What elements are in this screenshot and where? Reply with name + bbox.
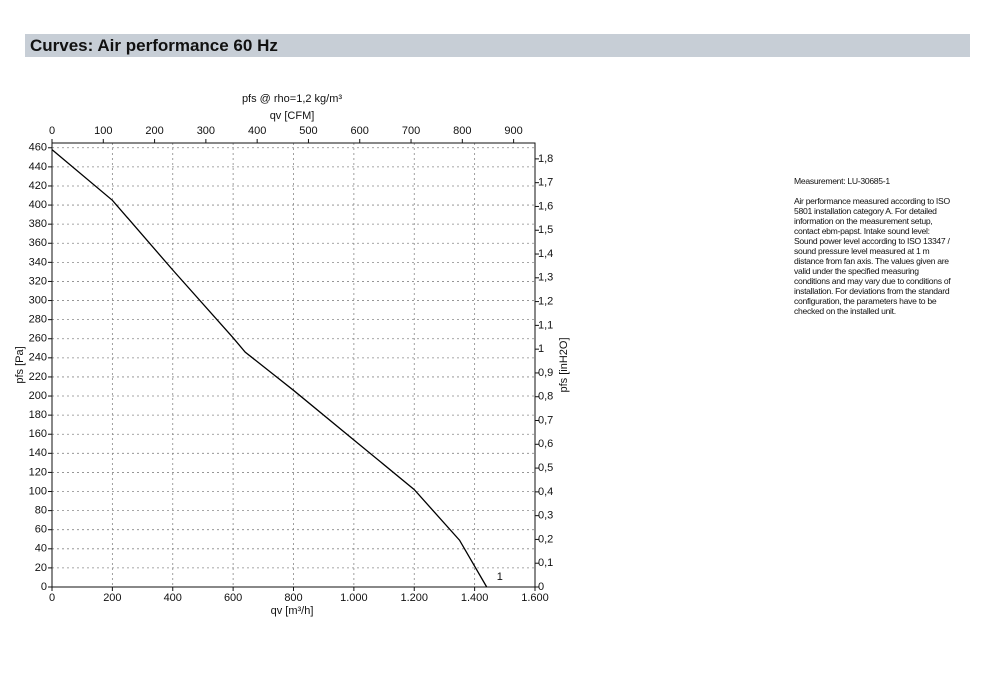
x2-tick-label: 300 [197,125,215,137]
y2-tick-label: 1,1 [538,319,553,331]
note-line: Measurement: LU-30685-1 [794,176,890,186]
x2-tick-label: 500 [299,125,317,137]
y-tick-label: 120 [29,466,47,478]
y2-tick-label: 0,1 [538,557,553,569]
y2-tick-label: 1,4 [538,248,553,260]
note-line: Air performance measured according to IS… [794,196,950,206]
note-line: distance from fan axis. The values given… [794,256,949,266]
y2-tick-label: 1,3 [538,272,553,284]
y-tick-label: 200 [29,390,47,402]
y2-tick-label: 1,6 [538,200,553,212]
plot-frame [51,142,536,588]
x-axis-label: qv [m³/h] [271,605,314,617]
x2-tick-label: 0 [49,125,55,137]
y-axis-label: pfs [Pa] [14,346,26,383]
x2-tick-label: 400 [248,125,266,137]
y-tick-label: 380 [29,218,47,230]
page-title: Curves: Air performance 60 Hz [30,36,278,55]
y-tick-label: 220 [29,371,47,383]
y2-tick-label: 1,2 [538,295,553,307]
x-tick-label: 1.200 [400,592,428,604]
x-tick-label: 1.000 [340,592,368,604]
y-tick-label: 300 [29,294,47,306]
y2-tick-label: 0,6 [538,438,553,450]
note-line: contact ebm-papst. Intake sound level: [794,226,930,236]
y2-tick-label: 0,9 [538,367,553,379]
y-tick-label: 360 [29,237,47,249]
x2-axis-label: qv [CFM] [270,110,315,122]
y-tick-label: 0 [41,581,47,593]
x2-tick-label: 800 [453,125,471,137]
y2-tick-label: 1,7 [538,177,553,189]
note-line: Sound power level according to ISO 13347… [794,236,950,246]
y2-tick-label: 0,5 [538,462,553,474]
y2-tick-label: 0,8 [538,391,553,403]
note-line: conditions and may vary due to condition… [794,276,951,286]
y-tick-label: 80 [35,505,47,517]
title-bar: Curves: Air performance 60 Hz [25,34,970,57]
note-line: information on the measurement setup, [794,216,933,226]
note-line: sound pressure level measured at 1 m [794,246,930,256]
x-tick-label: 600 [224,592,242,604]
y2-tick-label: 0,7 [538,414,553,426]
x-tick-label: 400 [164,592,182,604]
y-tick-label: 240 [29,352,47,364]
x2-tick-label: 200 [145,125,163,137]
note-line: 5801 installation category A. For detail… [794,206,937,216]
y2-tick-label: 0,3 [538,510,553,522]
y-tick-label: 140 [29,447,47,459]
y-tick-label: 160 [29,428,47,440]
y-tick-label: 180 [29,409,47,421]
chart-title: pfs @ rho=1,2 kg/m³ [242,93,342,105]
x2-tick-label: 100 [94,125,112,137]
y2-axis-label: pfs [inH2O] [558,337,570,392]
y-tick-label: 420 [29,180,47,192]
y2-tick-label: 1,5 [538,224,553,236]
note-line: configuration, the parameters have to be [794,296,937,306]
y-tick-label: 440 [29,161,47,173]
y2-tick-label: 0 [538,581,544,593]
note-line: installation. For deviations from the st… [794,286,950,296]
x-tick-label: 800 [284,592,302,604]
x2-tick-label: 700 [402,125,420,137]
y-tick-label: 280 [29,314,47,326]
x2-tick-label: 900 [504,125,522,137]
note-line: valid under the specified measuring [794,266,919,276]
y-tick-label: 60 [35,524,47,536]
y-tick-label: 100 [29,485,47,497]
notes: Measurement: LU-30685-1 Air performance m… [794,176,974,316]
y-tick-label: 260 [29,333,47,345]
x2-tick-label: 600 [351,125,369,137]
y-tick-label: 400 [29,199,47,211]
y-tick-label: 460 [29,142,47,154]
y2-tick-label: 0,2 [538,533,553,545]
y2-tick-label: 1,8 [538,153,553,165]
y2-tick-label: 1 [538,343,544,355]
curve-label: 1 [497,571,503,583]
x-tick-label: 1.400 [461,592,489,604]
x-tick-label: 0 [49,592,55,604]
y-tick-label: 40 [35,543,47,555]
y2-tick-label: 0,4 [538,486,553,498]
y-tick-label: 340 [29,256,47,268]
y-tick-label: 320 [29,275,47,287]
x-tick-label: 200 [103,592,121,604]
y-tick-label: 20 [35,562,47,574]
note-line: checked on the installed unit. [794,306,896,316]
curve [51,149,488,588]
x-tick-label: 1.600 [521,592,549,604]
